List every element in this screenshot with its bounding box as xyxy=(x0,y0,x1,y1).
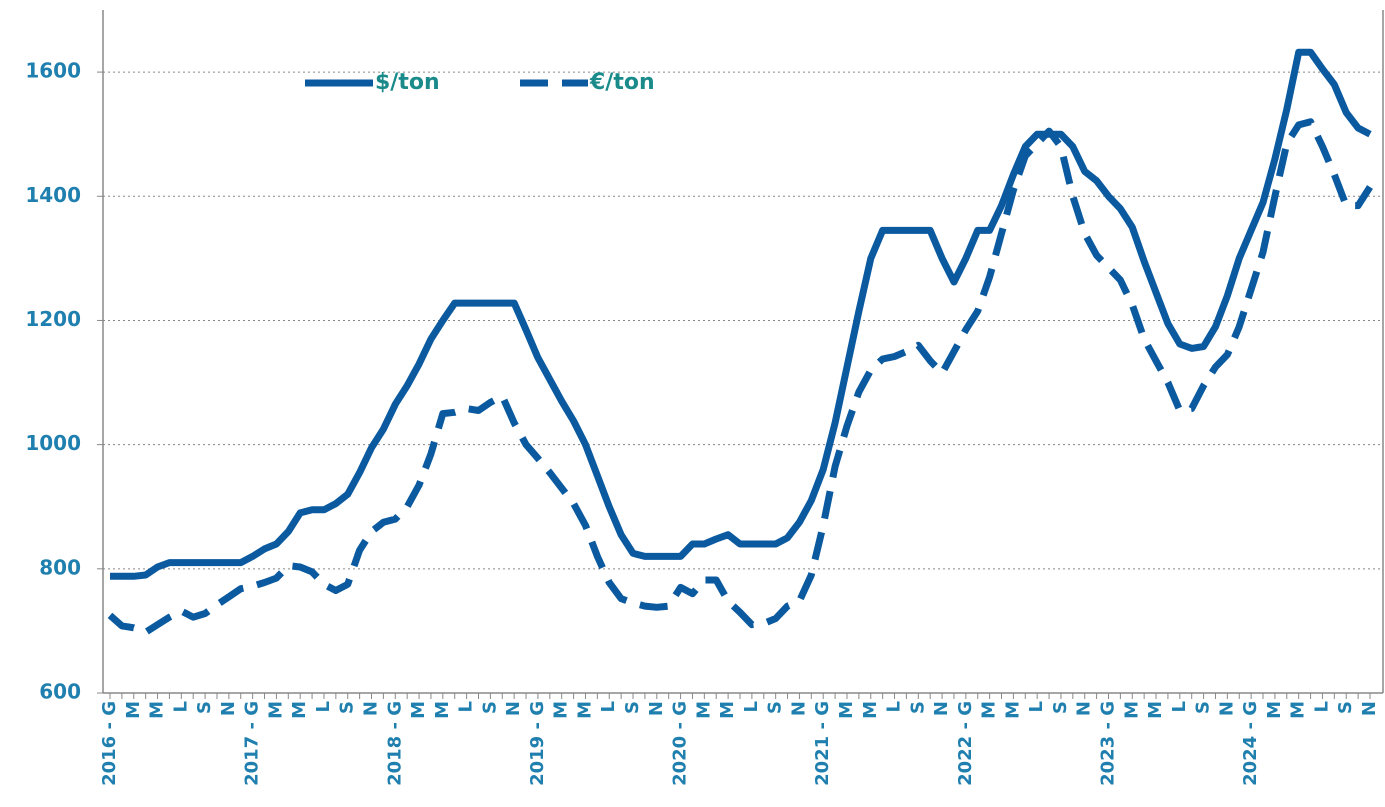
y-tick-label: 1200 xyxy=(25,307,81,331)
x-tick-label: N xyxy=(1074,701,1095,716)
x-tick-label: N xyxy=(646,701,667,716)
x-tick-label: 2023 - G xyxy=(1097,701,1118,786)
x-tick-label: M xyxy=(1288,701,1309,719)
x-tick-label: 2019 - G xyxy=(527,701,548,786)
y-tick-label: 1600 xyxy=(25,59,81,83)
x-tick-label: M xyxy=(551,701,572,719)
x-tick-label: 2024 - G xyxy=(1240,701,1261,786)
x-tick-label: 2022 - G xyxy=(955,701,976,786)
x-tick-label: M xyxy=(1145,701,1166,719)
x-tick-label: 2020 - G xyxy=(670,701,691,786)
x-tick-label: M xyxy=(408,701,429,719)
x-tick-label: M xyxy=(979,701,1000,719)
x-tick-label: N xyxy=(788,701,809,716)
x-tick-label: 2021 - G xyxy=(812,701,833,786)
x-tick-label: S xyxy=(479,701,500,714)
x-tick-label: S xyxy=(907,701,928,714)
x-tick-label: L xyxy=(1169,701,1190,712)
x-tick-label: M xyxy=(860,701,881,719)
y-tick-label: 600 xyxy=(39,680,81,704)
x-tick-label: L xyxy=(1026,701,1047,712)
x-tick-label: M xyxy=(289,701,310,719)
x-tick-label: N xyxy=(218,701,239,716)
x-tick-label: L xyxy=(598,701,619,712)
x-tick-label: M xyxy=(147,701,168,719)
x-tick-label: S xyxy=(622,701,643,714)
x-tick-label: L xyxy=(741,701,762,712)
x-tick-label: S xyxy=(765,701,786,714)
legend-label: $/ton xyxy=(375,70,440,95)
line-series xyxy=(110,48,1372,580)
x-tick-label: L xyxy=(313,701,334,712)
y-tick-label: 1400 xyxy=(25,183,81,207)
x-tick-label: M xyxy=(836,701,857,719)
x-tick-label: L xyxy=(884,701,905,712)
x-tick-label: N xyxy=(503,701,524,716)
x-tick-label: S xyxy=(194,701,215,714)
x-tick-label: S xyxy=(1193,701,1214,714)
x-tick-label: M xyxy=(123,701,144,719)
x-tick-label: M xyxy=(265,701,286,719)
x-tick-label: N xyxy=(361,701,382,716)
x-tick-label: 2016 - G xyxy=(99,701,120,786)
line-series xyxy=(107,118,1373,636)
legend-label: €/ton xyxy=(589,70,655,95)
x-tick-label: L xyxy=(456,701,477,712)
x-tick-label: N xyxy=(1359,701,1380,716)
x-tick-label: M xyxy=(1264,701,1285,719)
x-tick-label: N xyxy=(931,701,952,716)
y-tick-label: 1000 xyxy=(25,431,81,455)
x-tick-label: L xyxy=(1311,701,1332,712)
x-tick-label: N xyxy=(1216,701,1237,716)
x-tick-label: S xyxy=(1335,701,1356,714)
x-tick-label: L xyxy=(170,701,191,712)
x-tick-label: M xyxy=(1121,701,1142,719)
x-tick-label: S xyxy=(1050,701,1071,714)
x-tick-label: 2018 - G xyxy=(384,701,405,786)
x-tick-label: M xyxy=(1002,701,1023,719)
x-tick-label: S xyxy=(337,701,358,714)
x-tick-label: M xyxy=(432,701,453,719)
x-tick-label: M xyxy=(693,701,714,719)
x-tick-label: M xyxy=(574,701,595,719)
x-tick-label: 2017 - G xyxy=(242,701,263,786)
y-tick-label: 800 xyxy=(39,555,81,579)
x-tick-label: M xyxy=(717,701,738,719)
